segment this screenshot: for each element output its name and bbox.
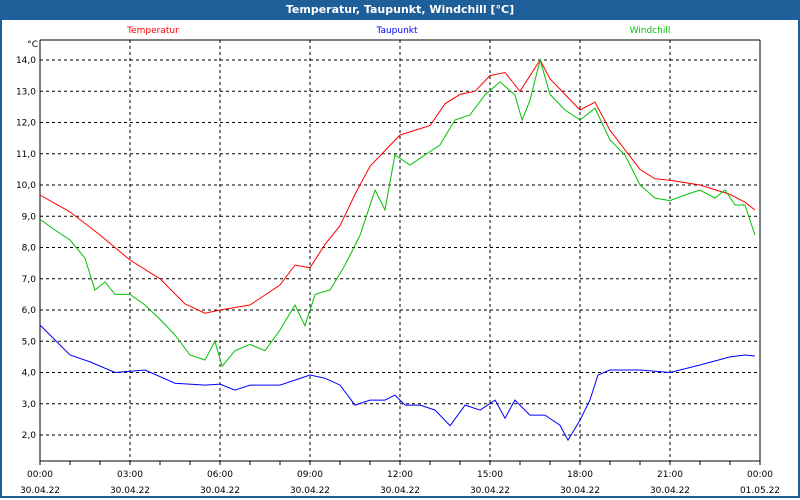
x-tick-time: 09:00 [297,470,323,480]
legend-taupunkt: Taupunkt [375,26,418,36]
y-tick-label: 8,0 [22,244,37,254]
x-tick-date: 30.04.22 [650,486,690,496]
y-tick-label: 3,0 [22,400,37,410]
y-tick-label: 10,0 [16,181,36,191]
x-tick-date: 30.04.22 [110,486,150,496]
series-line-taupunkt [39,324,755,442]
y-tick-label: 2,0 [22,431,37,441]
y-tick-label: 13,0 [16,87,36,97]
x-tick-date: 30.04.22 [470,486,510,496]
x-tick-date: 30.04.22 [290,486,330,496]
legend-windchill: Windchill [630,26,671,36]
y-tick-label: 14,0 [16,56,36,66]
y-axis-unit: °C [27,40,38,50]
x-tick-date: 30.04.22 [20,486,60,496]
x-tick-time: 15:00 [477,470,503,480]
y-tick-label: 5,0 [22,337,37,347]
x-tick-date: 30.04.22 [200,486,240,496]
y-tick-label: 7,0 [22,275,37,285]
legend-temperatur: Temperatur [126,26,179,36]
x-tick-time: 06:00 [207,470,233,480]
x-tick-date: 30.04.22 [380,486,420,496]
y-tick-label: 11,0 [16,150,36,160]
y-tick-label: 12,0 [16,119,36,129]
x-tick-time: 18:00 [567,470,593,480]
window-title: Temperatur, Taupunkt, Windchill [°C] [0,0,800,20]
x-tick-time: 00:00 [27,470,53,480]
x-tick-time: 21:00 [657,470,683,480]
x-tick-date: 01.05.22 [740,486,780,496]
x-tick-time: 03:00 [117,470,143,480]
x-tick-date: 30.04.22 [560,486,600,496]
series-line-temperatur [39,59,756,314]
x-tick-time: 12:00 [387,470,413,480]
y-tick-label: 6,0 [22,306,37,316]
y-tick-label: 4,0 [22,369,37,379]
y-tick-label: 9,0 [22,212,37,222]
series-line-windchill [39,58,756,368]
x-tick-time: 00:00 [747,470,773,480]
